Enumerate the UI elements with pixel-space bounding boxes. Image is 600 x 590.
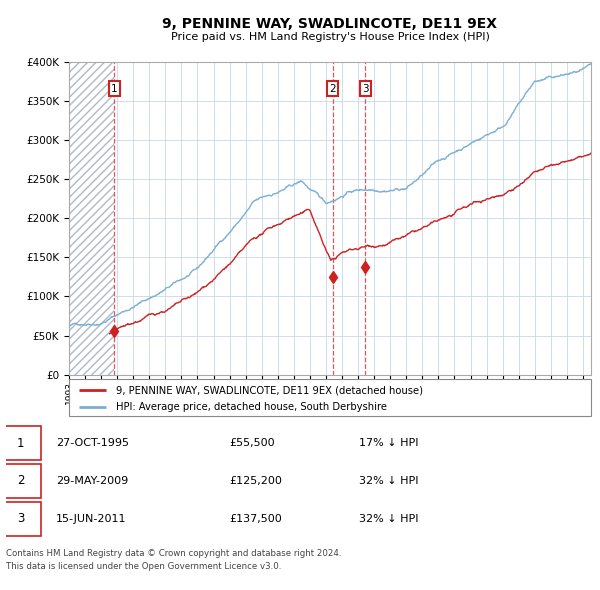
Text: Contains HM Land Registry data © Crown copyright and database right 2024.: Contains HM Land Registry data © Crown c…	[6, 549, 341, 558]
Text: 1: 1	[17, 437, 25, 450]
Text: 32% ↓ HPI: 32% ↓ HPI	[359, 476, 418, 486]
FancyBboxPatch shape	[1, 426, 41, 460]
Text: 9, PENNINE WAY, SWADLINCOTE, DE11 9EX (detached house): 9, PENNINE WAY, SWADLINCOTE, DE11 9EX (d…	[116, 385, 423, 395]
Text: Price paid vs. HM Land Registry's House Price Index (HPI): Price paid vs. HM Land Registry's House …	[170, 32, 490, 42]
FancyBboxPatch shape	[1, 464, 41, 498]
Text: £55,500: £55,500	[229, 438, 275, 448]
Text: 3: 3	[362, 84, 368, 94]
FancyBboxPatch shape	[69, 379, 591, 416]
Text: 2: 2	[17, 474, 25, 487]
Text: 15-JUN-2011: 15-JUN-2011	[56, 514, 127, 523]
Text: This data is licensed under the Open Government Licence v3.0.: This data is licensed under the Open Gov…	[6, 562, 281, 571]
Text: 3: 3	[17, 512, 25, 525]
Text: 9, PENNINE WAY, SWADLINCOTE, DE11 9EX: 9, PENNINE WAY, SWADLINCOTE, DE11 9EX	[163, 17, 497, 31]
Text: £137,500: £137,500	[229, 514, 282, 523]
Text: 29-MAY-2009: 29-MAY-2009	[56, 476, 128, 486]
Text: 27-OCT-1995: 27-OCT-1995	[56, 438, 129, 448]
Text: HPI: Average price, detached house, South Derbyshire: HPI: Average price, detached house, Sout…	[116, 402, 387, 412]
FancyBboxPatch shape	[1, 502, 41, 536]
Bar	[69, 62, 114, 375]
Text: 17% ↓ HPI: 17% ↓ HPI	[359, 438, 418, 448]
Text: 32% ↓ HPI: 32% ↓ HPI	[359, 514, 418, 523]
Text: £125,200: £125,200	[229, 476, 283, 486]
Text: 1: 1	[111, 84, 118, 94]
Text: 2: 2	[329, 84, 336, 94]
